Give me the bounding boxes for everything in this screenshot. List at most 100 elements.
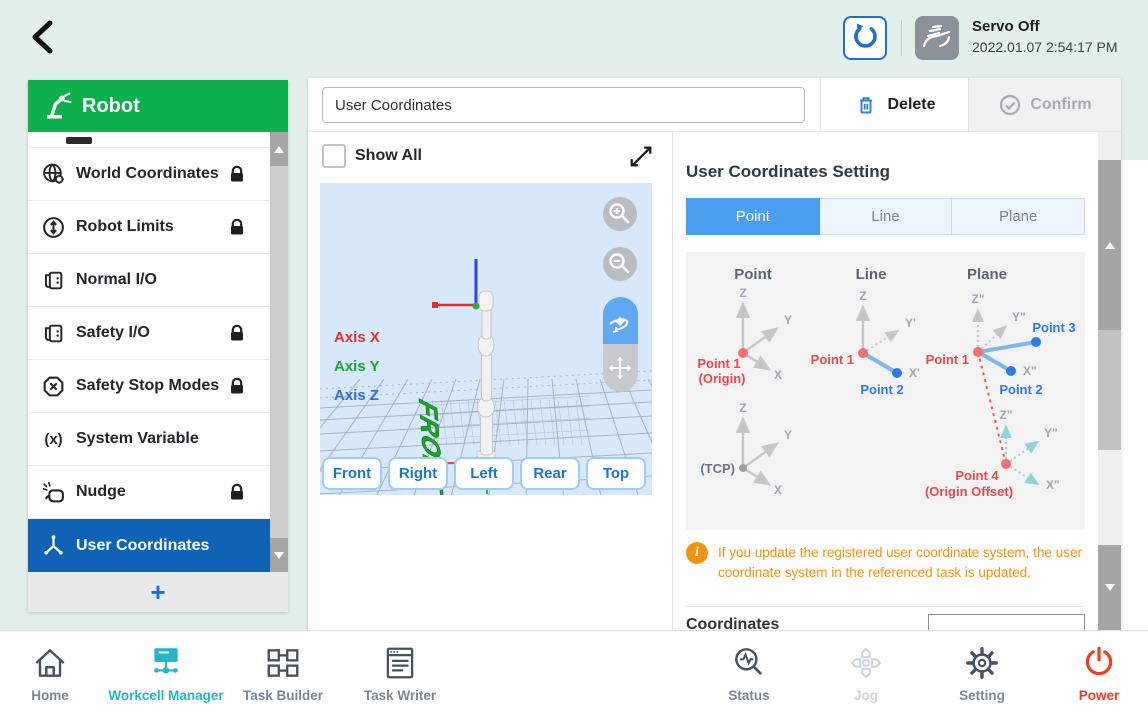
lock-icon	[228, 377, 246, 395]
info-icon: i	[686, 542, 708, 564]
confirm-label: Confirm	[1030, 95, 1092, 113]
svg-text:Z": Z"	[999, 408, 1012, 422]
fullscreen-button[interactable]	[626, 141, 656, 171]
delete-label: Delete	[887, 95, 936, 113]
io-icon	[45, 271, 63, 289]
nav-home[interactable]: Home	[0, 644, 125, 703]
sidebar-title: Robot	[82, 94, 140, 117]
delete-button[interactable]: Delete	[820, 78, 968, 131]
nav-label: Jog	[853, 688, 878, 703]
view-top-button[interactable]: Top	[586, 457, 646, 490]
check-circle-icon	[1000, 94, 1021, 115]
svg-text:Z": Z"	[971, 292, 984, 306]
settings-scrollbar[interactable]	[1098, 132, 1121, 630]
zoom-out-button[interactable]	[603, 247, 637, 281]
confirm-button[interactable]: Confirm	[968, 78, 1121, 131]
back-button[interactable]	[22, 14, 66, 58]
robot-arc-icon	[854, 23, 877, 48]
svg-text:X": X"	[1023, 364, 1037, 378]
zoom-in-button[interactable]	[603, 197, 637, 231]
plane-diagram-title: Plane	[967, 266, 1007, 283]
servo-status: Servo Off	[972, 18, 1040, 35]
robot-arm-model	[470, 290, 502, 473]
add-coordinate-button[interactable]: +	[28, 572, 288, 612]
nav-power[interactable]: Power	[1024, 644, 1148, 703]
jog-icon	[850, 647, 882, 679]
scroll-thumb[interactable]	[1098, 330, 1121, 450]
tcp-frame	[432, 259, 480, 310]
nav-label: Home	[31, 688, 69, 703]
view-front-button[interactable]: Front	[322, 457, 382, 490]
chevron-left-icon	[32, 20, 53, 54]
workcell-manager-icon	[154, 648, 178, 674]
svg-text:(Origin Offset): (Origin Offset)	[925, 484, 1013, 499]
axis-x-label: Axis X	[334, 329, 380, 346]
nav-label: Setting	[959, 688, 1005, 703]
sidebar-item-safety-stop-modes[interactable]: Safety Stop Modes	[28, 360, 288, 413]
show-all-checkbox[interactable]	[322, 144, 346, 168]
user-coordinates-icon	[44, 535, 63, 555]
sidebar-item-safety-io[interactable]: Safety I/O	[28, 307, 288, 360]
sidebar-item-normal-io[interactable]: Normal I/O	[28, 254, 288, 307]
scroll-down-button[interactable]	[1098, 545, 1121, 630]
svg-text:Y": Y"	[1044, 426, 1058, 440]
topbar-divider	[901, 20, 902, 56]
tab-point[interactable]: Point	[686, 198, 820, 235]
point-diagram-title: Point	[734, 266, 772, 283]
sidebar-item-system-variable[interactable]: (x) System Variable	[28, 413, 288, 466]
scroll-up-button[interactable]	[1098, 160, 1121, 330]
nav-jog[interactable]: Jog	[791, 644, 941, 703]
scroll-down-button[interactable]	[270, 538, 288, 572]
triangle-down-icon	[274, 551, 284, 559]
svg-text:Z: Z	[859, 289, 866, 303]
robot-3d-viewport[interactable]: FRONT	[320, 183, 652, 495]
coordinates-field-input[interactable]	[928, 614, 1085, 630]
servo-hand-button[interactable]	[915, 16, 959, 60]
point1-label: Point 1	[697, 356, 740, 371]
view-right-button[interactable]: Right	[388, 457, 448, 490]
info-text: If you update the registered user coordi…	[718, 545, 1082, 580]
settings-title: User Coordinates Setting	[686, 162, 891, 181]
sidebar-item-label: System Variable	[76, 430, 199, 447]
show-all-control: Show All	[322, 144, 422, 168]
tab-plane[interactable]: Plane	[951, 198, 1086, 235]
scroll-up-button[interactable]	[270, 132, 288, 166]
tab-line[interactable]: Line	[818, 198, 953, 235]
sidebar-item-nudge[interactable]: Nudge	[28, 466, 288, 519]
triangle-up-icon	[274, 145, 284, 153]
sidebar: Robot World Coordinates	[28, 80, 288, 612]
main-panel: Delete Confirm Show All	[308, 78, 1121, 630]
sidebar-item-label: World Coordinates	[76, 165, 219, 182]
nav-workcell-manager[interactable]: Workcell Manager	[91, 644, 241, 703]
plane-point3-label: Point 3	[1032, 320, 1075, 335]
lock-icon	[228, 218, 246, 236]
view-rear-button[interactable]: Rear	[520, 457, 580, 490]
sidebar-item-label: Nudge	[76, 483, 126, 500]
real-mode-button[interactable]	[843, 16, 887, 60]
nav-status[interactable]: Status	[674, 644, 824, 703]
sidebar-scrollbar[interactable]	[270, 132, 288, 572]
sidebar-item-robot-limits[interactable]: Robot Limits	[28, 201, 288, 254]
nav-task-builder[interactable]: Task Builder	[208, 644, 358, 703]
nav-label: Power	[1078, 688, 1120, 703]
coordinate-name-input[interactable]	[322, 87, 805, 123]
expand-icon	[630, 146, 652, 167]
svg-text:X: X	[774, 483, 782, 497]
nav-label: Task Builder	[242, 688, 324, 703]
plane-point1-label: Point 1	[926, 352, 969, 367]
sidebar-item-user-coordinates[interactable]: User Coordinates	[28, 519, 288, 572]
bottom-navigation: Home Workcell Manager Task Builder	[0, 630, 1148, 720]
sidebar-item-world-coordinates[interactable]: World Coordinates	[28, 148, 288, 201]
view-buttons: Front Right Left Rear Top	[322, 457, 646, 490]
partially-scrolled-item	[28, 132, 288, 148]
nav-task-writer[interactable]: Task Writer	[325, 644, 475, 703]
stop-octagon-icon	[43, 376, 64, 396]
lock-icon	[228, 324, 246, 342]
view-left-button[interactable]: Left	[454, 457, 514, 490]
move-icon	[608, 356, 632, 380]
sidebar-item-label: Robot Limits	[76, 218, 174, 235]
nav-setting[interactable]: Setting	[907, 644, 1057, 703]
robot-arm-icon	[47, 92, 72, 119]
svg-text:Z: Z	[739, 401, 746, 415]
